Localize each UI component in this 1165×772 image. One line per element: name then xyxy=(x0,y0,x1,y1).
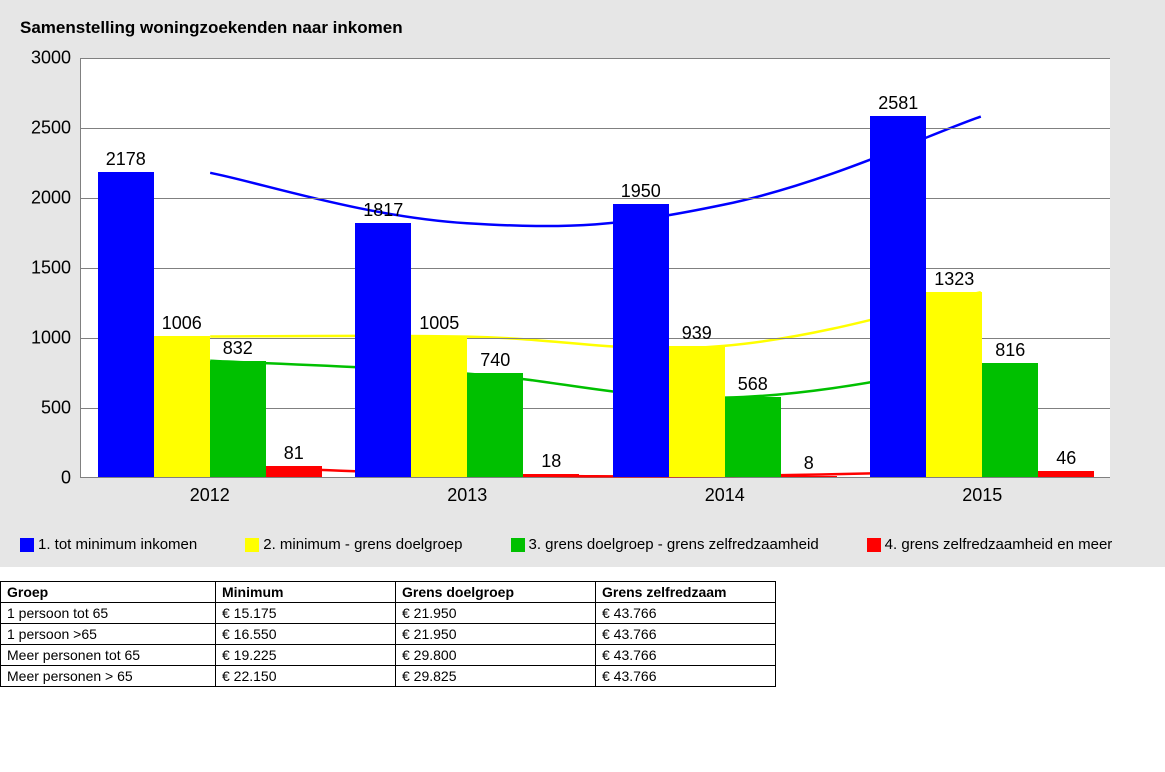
bar-label: 8 xyxy=(804,453,814,474)
gridline xyxy=(81,128,1110,129)
table-row: 1 persoon >65€ 16.550€ 21.950€ 43.766 xyxy=(1,624,776,645)
bar xyxy=(725,397,781,477)
legend-swatch xyxy=(867,538,881,552)
table-cell: € 22.150 xyxy=(216,666,396,687)
table-row: Meer personen tot 65€ 19.225€ 29.800€ 43… xyxy=(1,645,776,666)
bar xyxy=(98,172,154,477)
bar-label: 1005 xyxy=(419,313,459,334)
bar-label: 1323 xyxy=(934,269,974,290)
bar-label: 740 xyxy=(480,350,510,371)
income-table: GroepMinimumGrens doelgroepGrens zelfred… xyxy=(0,581,776,687)
bar xyxy=(1038,471,1094,477)
xtick-label: 2013 xyxy=(447,485,487,506)
ytick-label: 0 xyxy=(61,468,71,489)
bar xyxy=(467,373,523,477)
legend: 1. tot minimum inkomen 2. minimum - grens… xyxy=(20,536,1165,553)
table-cell: € 16.550 xyxy=(216,624,396,645)
bar xyxy=(355,223,411,477)
bar-label: 2581 xyxy=(878,93,918,114)
table-cell: 1 persoon tot 65 xyxy=(1,603,216,624)
table-cell: Meer personen tot 65 xyxy=(1,645,216,666)
ytick-label: 3000 xyxy=(31,48,71,69)
table-header-row: GroepMinimumGrens doelgroepGrens zelfred… xyxy=(1,582,776,603)
bar xyxy=(154,336,210,477)
table-header-cell: Grens zelfredzaam xyxy=(596,582,776,603)
table-cell: € 15.175 xyxy=(216,603,396,624)
table-cell: € 43.766 xyxy=(596,645,776,666)
bar-label: 1950 xyxy=(621,181,661,202)
table-header-cell: Minimum xyxy=(216,582,396,603)
gridline xyxy=(81,198,1110,199)
legend-item: 1. tot minimum inkomen xyxy=(20,536,197,553)
chart-panel: Samenstelling woningzoekenden naar inkom… xyxy=(0,0,1165,567)
table-header-cell: Grens doelgroep xyxy=(396,582,596,603)
bar-label: 18 xyxy=(541,451,561,472)
bar xyxy=(781,476,837,477)
legend-label: 2. minimum - grens doelgroep xyxy=(263,536,462,553)
xtick-label: 2012 xyxy=(190,485,230,506)
table-row: 1 persoon tot 65€ 15.175€ 21.950€ 43.766 xyxy=(1,603,776,624)
plot-area: 0500100015002000250030002012217810068328… xyxy=(80,58,1110,478)
bar-label: 568 xyxy=(738,374,768,395)
chart-title: Samenstelling woningzoekenden naar inkom… xyxy=(20,18,1165,38)
xtick-label: 2015 xyxy=(962,485,1002,506)
table-cell: € 29.825 xyxy=(396,666,596,687)
legend-swatch xyxy=(245,538,259,552)
ytick-label: 2000 xyxy=(31,188,71,209)
legend-label: 4. grens zelfredzaamheid en meer xyxy=(885,536,1113,553)
trend-line xyxy=(210,117,981,227)
bar xyxy=(669,346,725,477)
table-cell: Meer personen > 65 xyxy=(1,666,216,687)
bar-label: 1817 xyxy=(363,200,403,221)
legend-item: 2. minimum - grens doelgroep xyxy=(245,536,462,553)
table-cell: € 43.766 xyxy=(596,624,776,645)
bar xyxy=(210,361,266,477)
plot-wrap: 0500100015002000250030002012217810068328… xyxy=(80,58,1165,478)
table-cell: € 19.225 xyxy=(216,645,396,666)
table-cell: € 29.800 xyxy=(396,645,596,666)
ytick-label: 1000 xyxy=(31,328,71,349)
bar-label: 1006 xyxy=(162,313,202,334)
legend-item: 3. grens doelgroep - grens zelfredzaamhe… xyxy=(511,536,819,553)
trend-line xyxy=(210,361,981,398)
legend-label: 1. tot minimum inkomen xyxy=(38,536,197,553)
bar-label: 2178 xyxy=(106,149,146,170)
bar xyxy=(613,204,669,477)
table-body: 1 persoon tot 65€ 15.175€ 21.950€ 43.766… xyxy=(1,603,776,687)
legend-item: 4. grens zelfredzaamheid en meer xyxy=(867,536,1113,553)
bar xyxy=(411,336,467,477)
bar xyxy=(266,466,322,477)
bar-label: 816 xyxy=(995,340,1025,361)
ytick-label: 500 xyxy=(41,398,71,419)
bar xyxy=(523,474,579,477)
table-cell: € 21.950 xyxy=(396,624,596,645)
bar-label: 832 xyxy=(223,338,253,359)
ytick-label: 1500 xyxy=(31,258,71,279)
bar-label: 46 xyxy=(1056,448,1076,469)
bar-label: 81 xyxy=(284,443,304,464)
gridline xyxy=(81,58,1110,59)
trend-line xyxy=(210,292,981,348)
bar xyxy=(926,292,982,477)
table-cell: € 43.766 xyxy=(596,603,776,624)
xtick-label: 2014 xyxy=(705,485,745,506)
ytick-label: 2500 xyxy=(31,118,71,139)
table-cell: € 43.766 xyxy=(596,666,776,687)
legend-swatch xyxy=(20,538,34,552)
table-cell: € 21.950 xyxy=(396,603,596,624)
bar-label: 939 xyxy=(682,323,712,344)
table-cell: 1 persoon >65 xyxy=(1,624,216,645)
legend-swatch xyxy=(511,538,525,552)
bar xyxy=(870,116,926,477)
table-header-cell: Groep xyxy=(1,582,216,603)
bar xyxy=(982,363,1038,477)
legend-label: 3. grens doelgroep - grens zelfredzaamhe… xyxy=(529,536,819,553)
table-row: Meer personen > 65€ 22.150€ 29.825€ 43.7… xyxy=(1,666,776,687)
trend-line xyxy=(210,466,981,477)
